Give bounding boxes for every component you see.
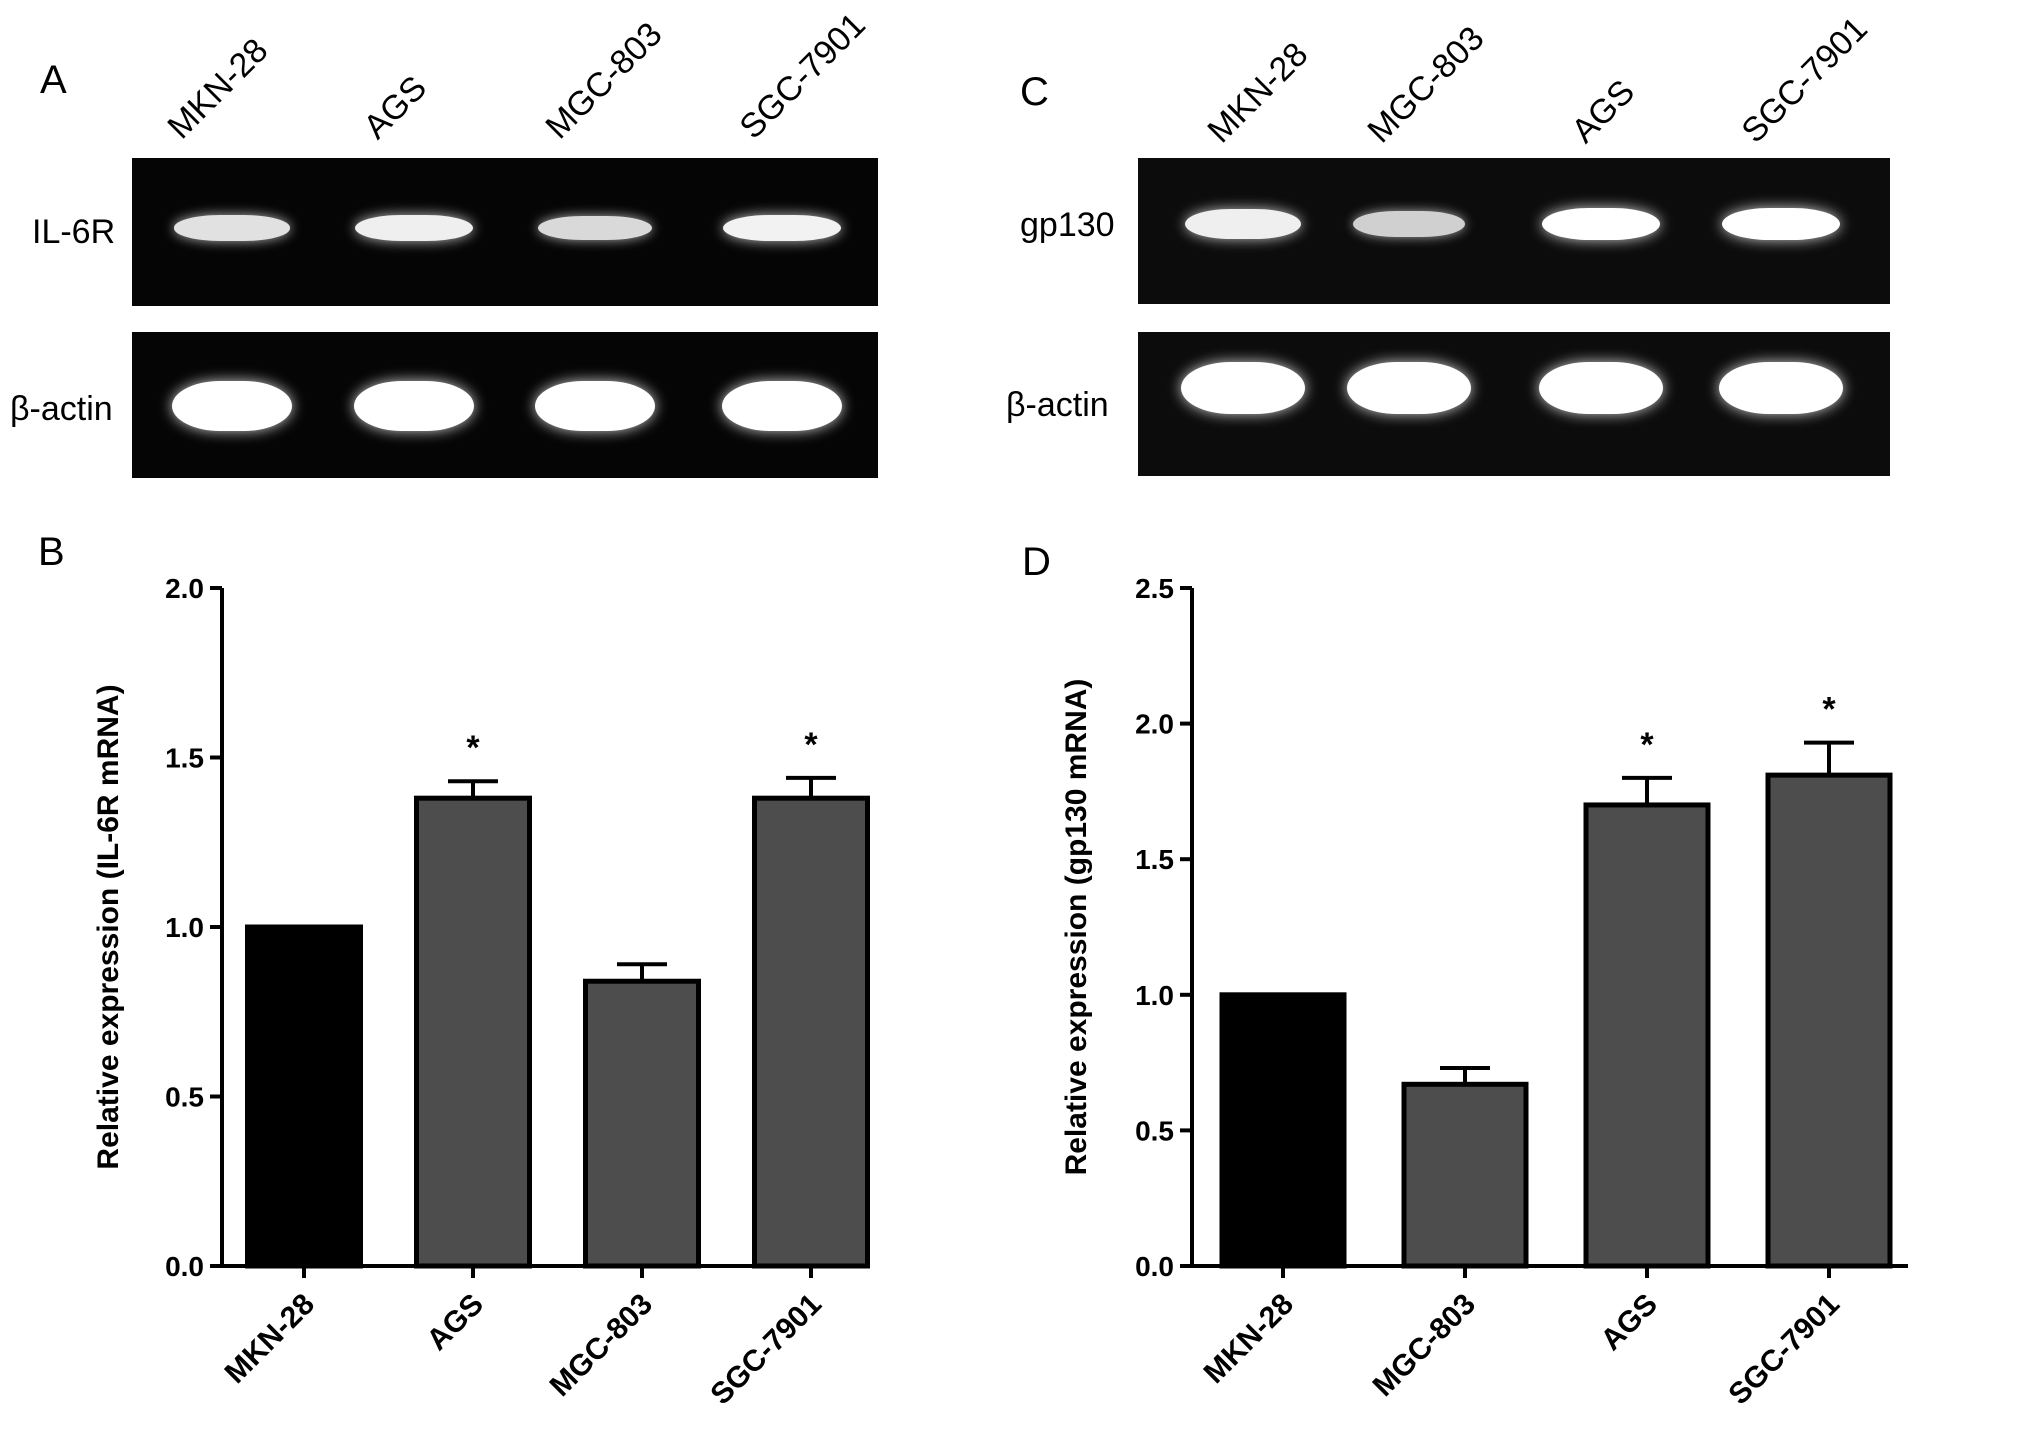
y-tick-label: 0.0 — [1135, 1251, 1174, 1282]
gel-band — [722, 381, 842, 431]
gel-band — [355, 214, 473, 242]
y-tick-label: 1.0 — [165, 912, 204, 943]
gel-band — [1719, 362, 1843, 414]
bar — [245, 924, 363, 1269]
gel-c-row-label: β-actin — [1006, 386, 1109, 424]
y-axis-label: Relative expression (gp130 mRNA) — [1060, 679, 1093, 1176]
panel-letter-d: D — [1022, 540, 1051, 584]
gel-band — [1185, 208, 1301, 240]
y-tick-label: 1.5 — [1135, 844, 1174, 875]
significance-marker: * — [804, 726, 818, 764]
y-tick-label: 0.5 — [165, 1082, 204, 1113]
gel-band — [1539, 362, 1663, 414]
bar — [583, 978, 701, 1269]
significance-marker: * — [1640, 726, 1654, 764]
gel-band — [1181, 362, 1305, 414]
x-tick-label: AGS — [1595, 1288, 1664, 1357]
y-tick-label: 2.0 — [165, 573, 204, 604]
panel-letter-b: B — [38, 530, 65, 574]
bar — [1219, 992, 1347, 1269]
bar — [1401, 1081, 1529, 1269]
gel-band — [535, 381, 655, 431]
y-axis-label: Relative expression (IL-6R mRNA) — [92, 684, 125, 1169]
significance-marker: * — [466, 729, 480, 767]
panel-letter-a: A — [40, 58, 67, 102]
gel-band — [1542, 208, 1660, 240]
gel-band — [1722, 208, 1840, 240]
gel-band — [537, 215, 653, 241]
gel-band — [1353, 210, 1465, 238]
y-tick-label: 2.0 — [1135, 709, 1174, 740]
gel-band — [173, 215, 290, 241]
y-tick-label: 2.5 — [1135, 573, 1174, 604]
gel-band — [722, 214, 842, 242]
gel-a-row-label: IL-6R — [32, 213, 116, 251]
gel-a-row-top — [132, 158, 878, 306]
x-tick-label: MKN-28 — [1198, 1288, 1300, 1390]
gel-c-row-bottom — [1138, 332, 1890, 476]
bar — [1765, 772, 1893, 1269]
x-tick-label: MGC-803 — [1367, 1288, 1482, 1403]
bar-chart-il6r: 0.0 0.5 1.0 1.5 2.0 Relative expression (IL-6… — [92, 573, 870, 1411]
significance-marker: * — [1822, 691, 1836, 729]
gel-band — [354, 381, 474, 431]
bar — [1583, 802, 1711, 1269]
x-tick-label: SGC-7901 — [1722, 1288, 1846, 1412]
y-tick-label: 1.5 — [165, 743, 204, 774]
gel-band — [1347, 362, 1471, 414]
panel-letter-c: C — [1020, 70, 1049, 114]
gel-band — [172, 381, 292, 431]
gel-c-row-label: gp130 — [1020, 206, 1115, 244]
gel-a-row-label: β-actin — [10, 390, 113, 428]
gel-a-row-bottom — [132, 332, 878, 478]
y-tick-label: 0.5 — [1135, 1115, 1174, 1146]
y-tick-label: 0.0 — [165, 1251, 204, 1282]
gel-c-row-top — [1138, 158, 1890, 304]
y-tick-label: 1.0 — [1135, 980, 1174, 1011]
